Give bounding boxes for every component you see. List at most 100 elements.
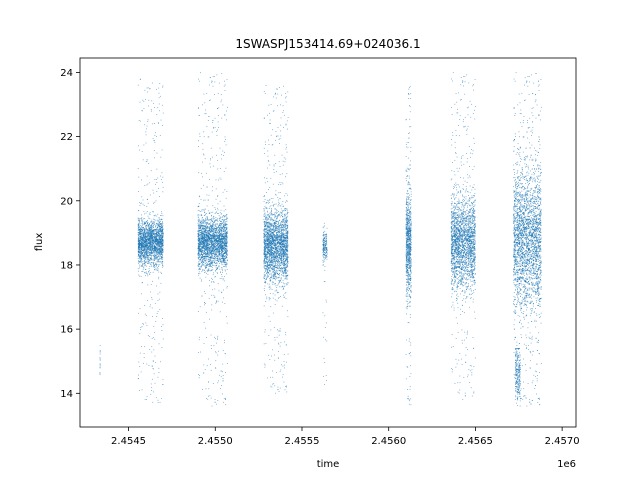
- data-point: [221, 246, 223, 248]
- data-point: [225, 244, 226, 246]
- data-point: [211, 247, 213, 249]
- data-point: [139, 234, 141, 236]
- data-point: [199, 221, 201, 223]
- data-point: [149, 254, 150, 255]
- data-point: [206, 242, 208, 244]
- data-point: [144, 241, 145, 243]
- data-point: [216, 211, 218, 213]
- data-point: [141, 239, 142, 241]
- data-point: [226, 218, 228, 220]
- data-point: [210, 240, 212, 242]
- data-point: [155, 269, 157, 271]
- data-point: [159, 252, 161, 254]
- data-point: [226, 79, 228, 81]
- data-point: [204, 241, 206, 243]
- data-point: [141, 389, 143, 391]
- data-point: [209, 244, 211, 245]
- data-point: [220, 238, 222, 240]
- data-point: [138, 237, 140, 239]
- data-point: [202, 236, 204, 238]
- data-point: [216, 244, 218, 246]
- data-point: [219, 218, 221, 220]
- data-point: [198, 265, 199, 267]
- data-point: [211, 228, 213, 230]
- data-point: [141, 246, 142, 248]
- data-point: [159, 248, 161, 250]
- data-point: [208, 252, 210, 253]
- data-point: [211, 237, 213, 239]
- data-point: [209, 246, 210, 248]
- data-point: [99, 350, 101, 351]
- data-point: [219, 228, 221, 230]
- data-point: [206, 248, 208, 250]
- data-point: [198, 377, 200, 379]
- data-point: [162, 261, 164, 262]
- data-point: [221, 245, 223, 246]
- data-point: [205, 230, 207, 232]
- data-point: [139, 249, 141, 251]
- data-point: [207, 254, 209, 256]
- data-point: [226, 249, 228, 251]
- data-point: [223, 257, 225, 259]
- data-point: [218, 215, 220, 217]
- data-point: [140, 243, 142, 244]
- data-point: [138, 221, 140, 223]
- data-point: [219, 200, 221, 202]
- data-point: [203, 239, 205, 241]
- data-point: [141, 240, 143, 241]
- data-point: [205, 327, 207, 329]
- data-point: [150, 234, 152, 236]
- data-point: [159, 247, 161, 249]
- data-point: [154, 236, 156, 238]
- data-point: [204, 218, 206, 220]
- data-point: [216, 237, 218, 239]
- data-point: [199, 234, 201, 236]
- data-point: [142, 282, 143, 284]
- data-point: [215, 229, 217, 230]
- data-point: [160, 261, 161, 263]
- data-point: [212, 264, 214, 266]
- data-point: [209, 265, 211, 267]
- data-point: [206, 235, 207, 237]
- data-point: [220, 251, 222, 252]
- data-point: [157, 256, 159, 257]
- data-point: [220, 271, 221, 273]
- data-point: [153, 253, 155, 255]
- data-point: [146, 232, 148, 234]
- data-point: [201, 238, 202, 240]
- data-point: [144, 244, 145, 245]
- data-point: [160, 228, 162, 230]
- data-point: [218, 236, 220, 238]
- data-point: [222, 219, 224, 220]
- data-point: [155, 246, 156, 247]
- data-point: [214, 239, 216, 241]
- data-point: [156, 285, 157, 287]
- data-point: [151, 225, 152, 227]
- data-point: [161, 253, 163, 255]
- data-point: [226, 232, 228, 234]
- data-point: [214, 401, 216, 403]
- data-point: [216, 257, 218, 259]
- data-point: [198, 203, 200, 204]
- data-point: [160, 235, 162, 237]
- data-point: [213, 241, 214, 243]
- data-point: [212, 122, 214, 124]
- data-point: [148, 245, 150, 247]
- data-point: [202, 161, 203, 163]
- data-point: [198, 219, 200, 221]
- data-point: [157, 241, 159, 243]
- data-point: [214, 240, 215, 242]
- data-point: [222, 247, 224, 249]
- data-point: [201, 217, 203, 218]
- data-point: [222, 243, 224, 245]
- data-point: [197, 254, 199, 256]
- data-point: [158, 103, 160, 105]
- data-point: [201, 214, 202, 216]
- data-point: [218, 254, 219, 256]
- data-point: [138, 274, 140, 276]
- data-point: [214, 265, 216, 267]
- data-point: [162, 237, 163, 239]
- data-point: [99, 345, 101, 346]
- data-point: [225, 230, 227, 232]
- data-point: [152, 138, 154, 140]
